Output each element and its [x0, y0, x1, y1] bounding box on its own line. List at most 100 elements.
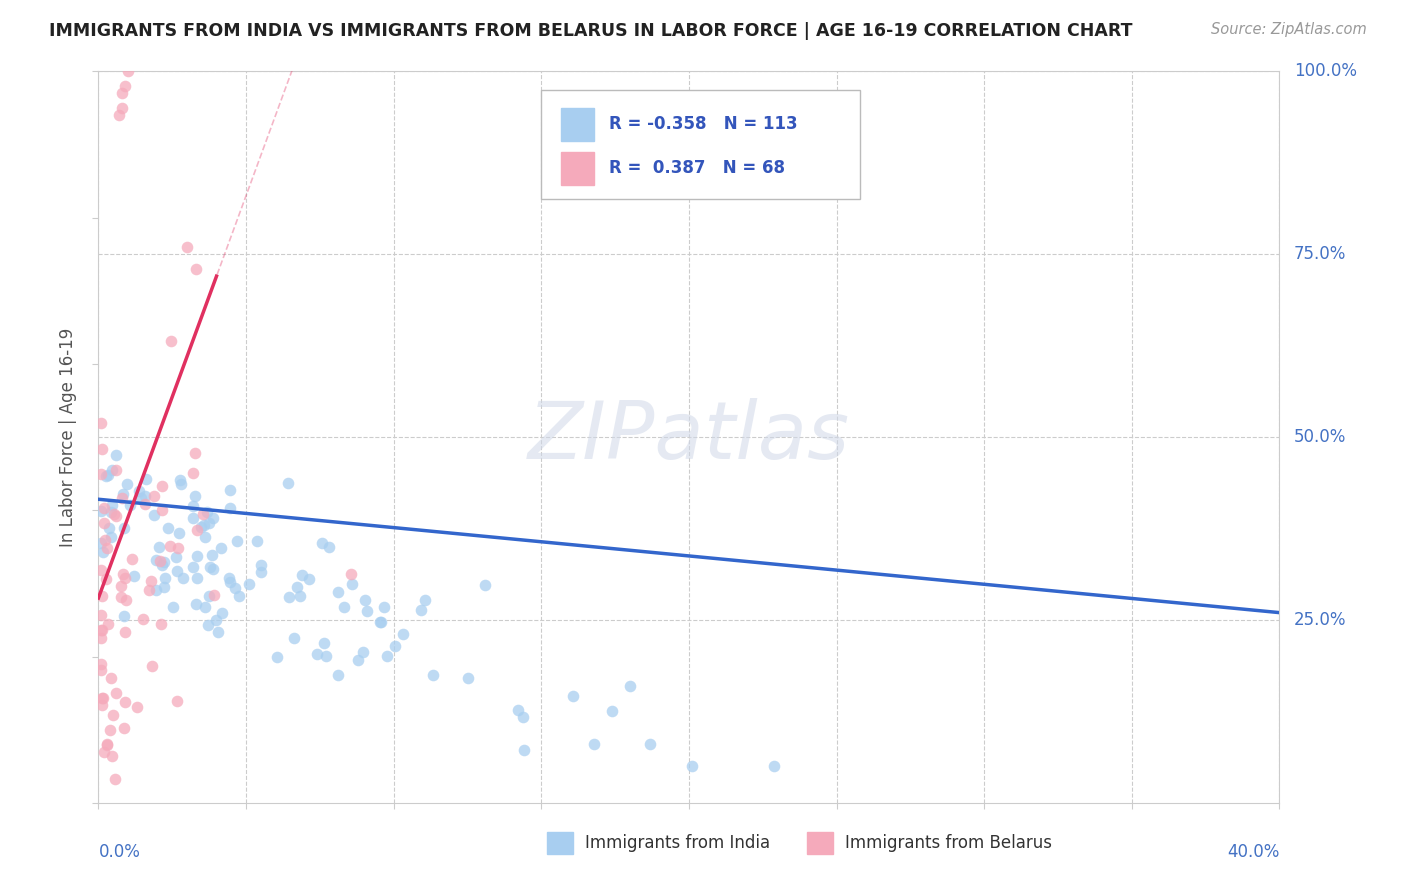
Point — [166, 541, 188, 555]
Point — [172, 571, 194, 585]
Point — [224, 582, 246, 596]
Point — [90, 467, 112, 481]
Bar — [561, 108, 595, 141]
Point — [97, 617, 120, 632]
Point — [512, 710, 534, 724]
Point — [112, 721, 135, 735]
Point — [150, 503, 173, 517]
Point — [250, 565, 273, 579]
Point — [90, 608, 112, 623]
Point — [101, 463, 124, 477]
Point — [506, 703, 529, 717]
Point — [474, 578, 496, 592]
Point — [184, 489, 207, 503]
Point — [315, 649, 337, 664]
Point — [93, 516, 115, 531]
Point — [129, 491, 152, 506]
Point — [122, 569, 145, 583]
Point — [328, 585, 350, 599]
Text: 50.0%: 50.0% — [1294, 428, 1346, 446]
Point — [266, 650, 288, 665]
Point — [159, 540, 181, 554]
Point — [370, 615, 392, 629]
Point — [153, 580, 176, 594]
Point — [287, 580, 309, 594]
Point — [197, 589, 219, 603]
Point — [135, 472, 157, 486]
Bar — [561, 152, 595, 185]
Point — [149, 554, 172, 568]
Point — [134, 497, 156, 511]
Point — [91, 442, 114, 456]
Text: 40.0%: 40.0% — [1227, 843, 1279, 861]
Point — [108, 108, 131, 122]
Point — [186, 571, 208, 585]
Point — [457, 671, 479, 685]
Point — [205, 613, 228, 627]
Point — [202, 562, 225, 576]
Point — [354, 593, 377, 607]
Point — [218, 575, 240, 590]
Point — [166, 694, 188, 708]
Point — [333, 600, 356, 615]
Point — [201, 510, 224, 524]
Point — [184, 446, 207, 460]
Point — [150, 479, 173, 493]
Point — [114, 571, 136, 585]
Point — [340, 566, 363, 581]
Point — [193, 507, 215, 521]
Point — [169, 473, 191, 487]
Point — [513, 743, 536, 757]
Y-axis label: In Labor Force | Age 16-19: In Labor Force | Age 16-19 — [59, 327, 77, 547]
Point — [114, 695, 136, 709]
Text: R = -0.358   N = 113: R = -0.358 N = 113 — [609, 115, 797, 133]
Point — [170, 477, 193, 491]
Point — [138, 582, 160, 597]
Point — [202, 589, 225, 603]
Point — [162, 599, 184, 614]
Point — [167, 526, 190, 541]
Point — [141, 659, 163, 673]
Point — [110, 578, 132, 592]
Point — [375, 649, 398, 664]
Point — [97, 521, 120, 535]
Point — [194, 599, 217, 614]
Bar — [807, 832, 832, 854]
Point — [238, 576, 260, 591]
Point — [128, 483, 150, 498]
Point — [114, 625, 136, 640]
Point — [91, 623, 114, 637]
Point — [198, 560, 221, 574]
Point — [176, 240, 198, 254]
Point — [193, 518, 215, 533]
Point — [112, 521, 135, 535]
Text: R =  0.387   N = 68: R = 0.387 N = 68 — [609, 159, 785, 177]
Point — [384, 639, 406, 653]
Point — [197, 617, 219, 632]
Point — [356, 604, 378, 618]
Point — [111, 87, 134, 101]
Point — [225, 533, 247, 548]
Point — [160, 334, 183, 349]
Point — [340, 577, 363, 591]
Point — [96, 541, 118, 555]
Text: ZIPatlas: ZIPatlas — [527, 398, 851, 476]
Point — [183, 511, 205, 525]
Point — [93, 533, 115, 547]
Bar — [547, 832, 574, 854]
Point — [392, 626, 415, 640]
Point — [134, 489, 156, 503]
Point — [346, 653, 368, 667]
Point — [96, 737, 118, 751]
Point — [583, 737, 606, 751]
FancyBboxPatch shape — [541, 90, 860, 200]
Point — [190, 519, 212, 533]
Point — [153, 555, 176, 569]
Point — [249, 558, 271, 573]
Point — [90, 690, 112, 705]
Text: Immigrants from India: Immigrants from India — [585, 834, 770, 852]
Point — [93, 745, 115, 759]
Point — [104, 772, 127, 786]
Point — [90, 698, 112, 712]
Point — [101, 749, 124, 764]
